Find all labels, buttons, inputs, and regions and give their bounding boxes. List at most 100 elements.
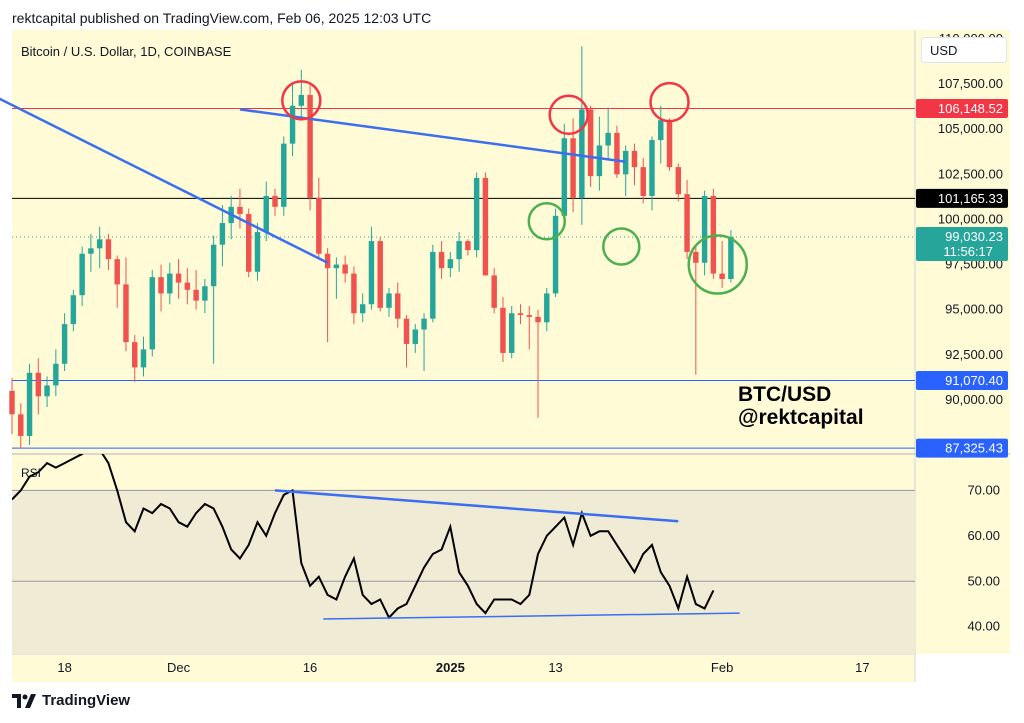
price-label-value: 87,325.43	[945, 441, 1003, 456]
candle[interactable]	[298, 69, 305, 117]
price-label-value: 99,030.23	[945, 229, 1003, 244]
candle[interactable]	[342, 255, 348, 283]
candle[interactable]	[544, 288, 550, 332]
candle[interactable]	[272, 188, 278, 216]
candle-body	[438, 251, 445, 269]
candle[interactable]	[289, 82, 296, 157]
candle[interactable]	[44, 376, 50, 408]
tradingview-logo-icon[interactable]	[12, 693, 36, 708]
candle[interactable]	[132, 334, 138, 382]
candle[interactable]	[167, 262, 173, 305]
candle[interactable]	[684, 179, 690, 260]
price-label-tag	[916, 226, 1008, 261]
candle[interactable]	[193, 269, 199, 310]
currency-button[interactable]: USD	[921, 37, 1007, 63]
candle[interactable]	[438, 241, 445, 279]
candle[interactable]	[561, 123, 568, 222]
candle[interactable]	[658, 105, 664, 164]
time-tick-label: 2025	[436, 660, 465, 675]
candle[interactable]	[377, 237, 383, 312]
candle[interactable]	[517, 304, 524, 325]
candle[interactable]	[649, 136, 655, 211]
candle[interactable]	[237, 188, 243, 229]
candle[interactable]	[307, 82, 313, 211]
candle[interactable]	[666, 118, 673, 171]
candle[interactable]	[587, 105, 594, 187]
candle[interactable]	[693, 246, 699, 375]
candle[interactable]	[70, 289, 77, 332]
level-lines	[12, 108, 915, 449]
candle[interactable]	[482, 172, 489, 276]
candle[interactable]	[500, 297, 506, 362]
candle[interactable]	[719, 241, 725, 289]
rsi-trendline	[274, 489, 679, 523]
candle[interactable]	[640, 158, 646, 204]
candle[interactable]	[535, 309, 541, 418]
candle[interactable]	[491, 268, 497, 314]
candle[interactable]	[88, 233, 94, 272]
candle-body	[140, 349, 147, 368]
price-tick-label: 90,000.00	[945, 392, 1003, 407]
candle[interactable]	[140, 336, 147, 377]
candle[interactable]	[324, 248, 331, 343]
candle[interactable]	[35, 358, 42, 415]
candle[interactable]	[219, 205, 226, 267]
candle[interactable]	[386, 288, 392, 317]
time-axis-background	[12, 654, 915, 682]
brand-label[interactable]: TradingView	[42, 692, 131, 709]
candle[interactable]	[114, 255, 120, 308]
candle[interactable]	[710, 188, 717, 279]
price-label-tag	[916, 371, 1008, 391]
candle[interactable]	[412, 324, 418, 353]
candle[interactable]	[202, 278, 208, 314]
candle[interactable]	[605, 107, 611, 160]
candle[interactable]	[149, 269, 155, 357]
candle[interactable]	[368, 226, 375, 310]
candle[interactable]	[447, 251, 454, 278]
candle[interactable]	[456, 232, 462, 272]
candle[interactable]	[395, 282, 401, 328]
candle[interactable]	[26, 363, 33, 445]
candle[interactable]	[254, 223, 261, 281]
candle[interactable]	[245, 208, 252, 278]
candle[interactable]	[614, 125, 620, 178]
candle[interactable]	[701, 190, 708, 276]
candle[interactable]	[596, 116, 603, 191]
candle-body	[622, 150, 629, 175]
candle[interactable]	[509, 306, 515, 359]
candle[interactable]	[316, 177, 322, 260]
candle[interactable]	[579, 46, 585, 225]
candle[interactable]	[631, 143, 638, 186]
candle[interactable]	[184, 268, 191, 305]
candle-body	[263, 195, 269, 233]
time-tick-label: 18	[57, 660, 71, 675]
candle[interactable]	[333, 257, 340, 299]
candle[interactable]	[281, 136, 287, 216]
candle[interactable]	[9, 378, 15, 435]
candle[interactable]	[403, 315, 410, 368]
candle[interactable]	[552, 208, 559, 298]
candle[interactable]	[465, 239, 471, 256]
candle-body	[579, 109, 585, 198]
candle[interactable]	[53, 349, 59, 397]
candle[interactable]	[622, 145, 629, 196]
candle[interactable]	[79, 246, 85, 307]
candle[interactable]	[675, 163, 682, 202]
candle[interactable]	[430, 244, 436, 323]
candle[interactable]	[473, 172, 480, 258]
candle[interactable]	[61, 313, 68, 372]
candle[interactable]	[526, 306, 532, 350]
candle[interactable]	[158, 264, 164, 312]
candle[interactable]	[175, 259, 182, 299]
candle[interactable]	[421, 313, 427, 372]
candle-body	[658, 120, 664, 141]
candle-body	[570, 138, 576, 198]
candle[interactable]	[351, 266, 357, 325]
candle[interactable]	[96, 226, 103, 269]
candle[interactable]	[105, 233, 112, 270]
candle[interactable]	[359, 293, 366, 323]
candle[interactable]	[123, 257, 129, 352]
candle[interactable]	[210, 235, 217, 364]
candle[interactable]	[18, 403, 24, 449]
